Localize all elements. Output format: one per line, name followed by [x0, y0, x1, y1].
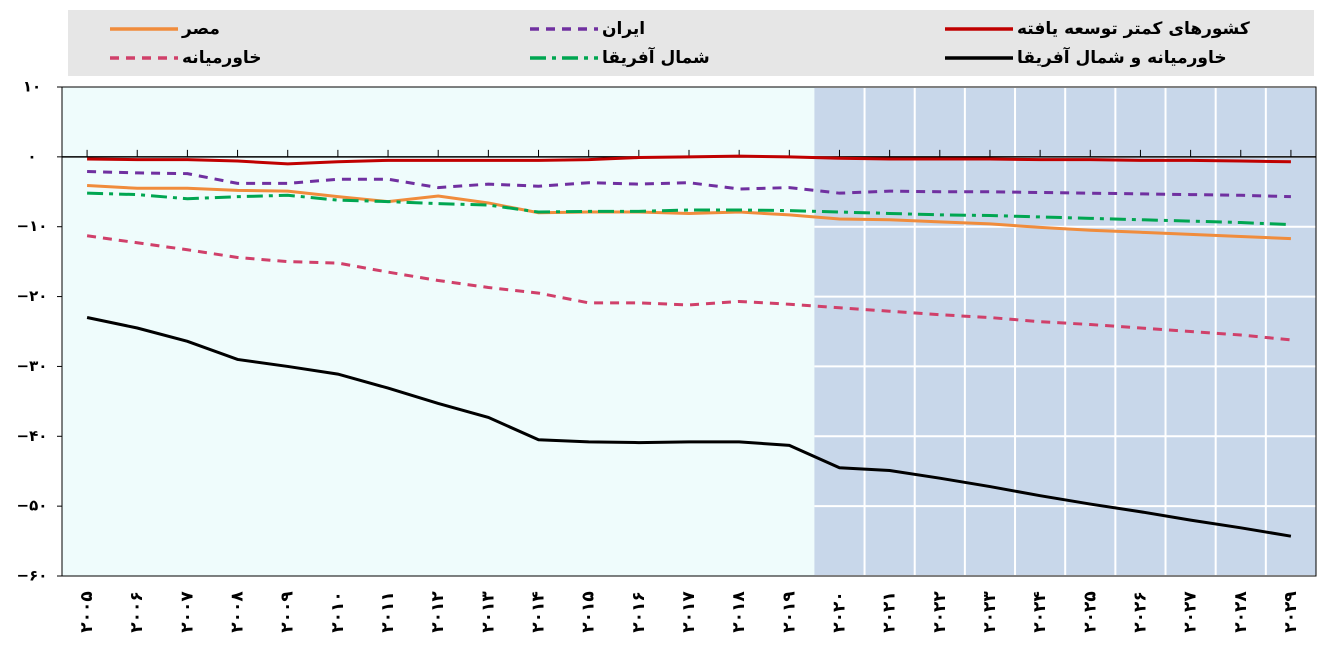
x-tick-label: ۲۰۲۴ — [1030, 591, 1050, 633]
x-tick-label: ۲۰۲۰ — [829, 591, 849, 633]
series-line — [87, 154, 1291, 166]
y-tick-label: −۵۰ — [17, 497, 48, 515]
legend-label: کشورهای کمتر توسعه یافته — [1017, 19, 1250, 39]
series-line — [86, 184, 1291, 241]
y-tick-label: −۱۰ — [17, 217, 48, 235]
legend-background — [68, 10, 1314, 76]
x-tick-label: ۲۰۱۹ — [779, 591, 799, 633]
x-tick-label: ۲۰۲۷ — [1181, 591, 1201, 633]
y-tick-label: −۳۰ — [17, 357, 48, 375]
y-tick-label: ۰ — [27, 147, 36, 165]
series-line — [87, 191, 1291, 227]
y-tick-label: −۴۰ — [17, 427, 48, 445]
x-tick-label: ۲۰۲۸ — [1231, 591, 1251, 633]
x-tick-label: ۲۰۱۰ — [328, 591, 348, 633]
x-tick-label: ۲۰۲۶ — [1130, 591, 1150, 633]
x-tick-label: ۲۰۲۲ — [930, 591, 950, 633]
legend-label: ایران — [602, 19, 645, 39]
x-tick-label: ۲۰۲۹ — [1281, 591, 1301, 633]
legend-label: شمال آفریقا — [602, 46, 710, 68]
x-tick-label: ۲۰۰۵ — [77, 591, 97, 633]
plot-frame — [61, 86, 1317, 577]
legend-label: خاورمیانه — [182, 48, 262, 68]
legend-label: خاورمیانه و شمال آفریقا — [1017, 46, 1227, 68]
x-tick-label: ۲۰۰۷ — [177, 591, 197, 633]
x-tick-label: ۲۰۱۱ — [378, 591, 398, 633]
x-tick-label: ۲۰۰۹ — [278, 591, 298, 633]
y-tick-label: −۲۰ — [17, 287, 48, 305]
x-tick-label: ۲۰۱۵ — [579, 591, 599, 633]
x-tick-label: ۲۰۱۴ — [529, 591, 549, 633]
y-tick-label: ۱۰ — [23, 78, 41, 96]
x-tick-label: ۲۰۰۸ — [228, 591, 248, 633]
x-tick-label: ۲۰۱۸ — [729, 591, 749, 633]
series-line — [86, 316, 1292, 538]
x-tick-label: ۲۰۲۱ — [880, 591, 900, 633]
x-tick-label: ۲۰۱۷ — [679, 591, 699, 633]
series-line — [86, 234, 1292, 342]
x-tick-label: ۲۰۰۶ — [127, 591, 147, 633]
x-tick-label: ۲۰۱۶ — [629, 591, 649, 633]
x-tick-label: ۲۰۲۳ — [980, 591, 1000, 633]
x-tick-label: ۲۰۲۵ — [1080, 591, 1100, 633]
y-tick-label: −۶۰ — [17, 567, 48, 585]
x-tick-label: ۲۰۱۳ — [478, 591, 498, 633]
legend-label: مصر — [181, 19, 220, 39]
x-tick-label: ۲۰۱۲ — [428, 591, 448, 633]
